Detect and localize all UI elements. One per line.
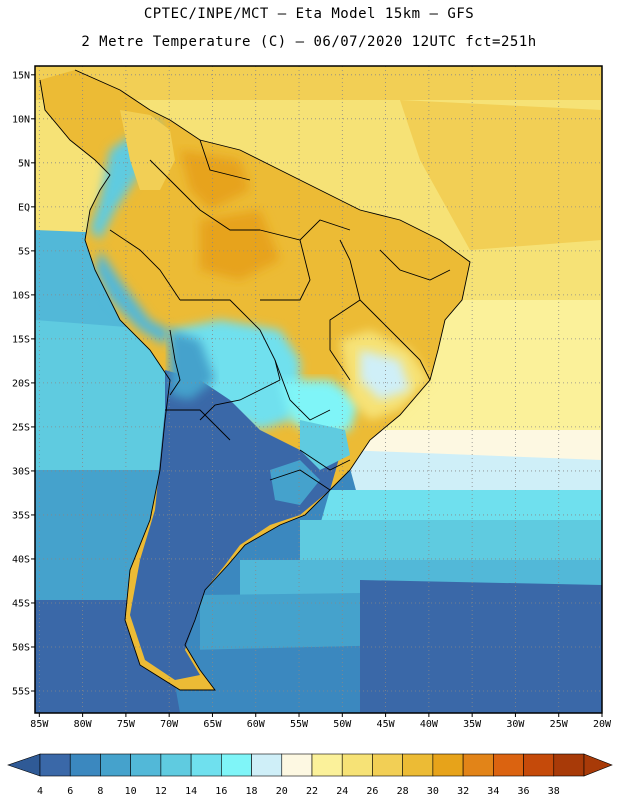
lon-label: 55W [290, 719, 309, 730]
lon-label: 75W [117, 719, 136, 730]
colorbar-tick-label: 28 [397, 786, 409, 797]
lon-label: 85W [30, 719, 49, 730]
lon-label: 35W [463, 719, 482, 730]
country-borders [39, 69, 471, 691]
lat-label: 10S [12, 290, 30, 301]
colorbar-tick-label: 24 [336, 786, 348, 797]
colorbar-tick-label: 14 [185, 786, 197, 797]
colorbar-tick-label: 34 [487, 786, 499, 797]
colorbar-tick-label: 36 [518, 786, 530, 797]
lat-label: 50S [12, 642, 30, 653]
colorbar-tick-label: 4 [37, 786, 43, 797]
lon-label: 20W [593, 719, 612, 730]
colorbar-swatch [553, 753, 585, 777]
lon-label: 50W [333, 719, 352, 730]
colorbar-tick-label: 18 [246, 786, 258, 797]
lat-lon-grid [35, 66, 603, 713]
colorbar-max-arrow [583, 753, 613, 777]
colorbar-swatch [251, 753, 283, 777]
lat-label: EQ [18, 202, 30, 213]
colorbar-tick-label: 26 [366, 786, 378, 797]
colorbar-swatch [130, 753, 162, 777]
longitude-labels: 85W 80W 75W 70W 65W 60W 55W 50W 45W 40W 35W 30W 25W 2… [30, 713, 612, 730]
lat-label: 15S [12, 334, 30, 345]
lat-label: 20S [12, 378, 30, 389]
colorbar-swatch [523, 753, 555, 777]
lon-label: 40W [420, 719, 439, 730]
colorbar-tick-label: 16 [215, 786, 227, 797]
colorbar-tick-label: 6 [67, 786, 73, 797]
lat-label: 55S [12, 686, 30, 697]
map-frame [34, 65, 603, 714]
colorbar-swatch [493, 753, 524, 777]
lon-label: 45W [377, 719, 396, 730]
lon-label: 65W [203, 719, 222, 730]
temperature-colorbar: 4 6 8 10 12 14 16 18 20 22 24 26 28 30 32 34 36 38 [7, 753, 613, 797]
colorbar-swatch [100, 753, 131, 777]
colorbar-tick-label: 38 [548, 786, 560, 797]
map-title: CPTEC/INPE/MCT – Eta Model 15km – GFS [143, 6, 475, 22]
colorbar-swatch [432, 753, 464, 777]
map-subtitle: 2 Metre Temperature (C) – 06/07/2020 12U… [81, 34, 537, 50]
lat-label: 30S [12, 466, 30, 477]
lat-label: 25S [12, 422, 30, 433]
colorbar-swatch [462, 753, 494, 777]
lat-label: 40S [12, 554, 30, 565]
colorbar-tick-label: 22 [306, 786, 318, 797]
colorbar-tick-label: 8 [97, 786, 103, 797]
lat-label: 5S [18, 246, 30, 257]
colorbar-swatch [160, 753, 192, 777]
latitude-labels: 15N 10N 5N EQ 5S 10S 15S 20S 25S 30S 35S 40S 45S 50S 5… [12, 70, 35, 697]
lat-label: 10N [12, 114, 30, 125]
colorbar-swatch [39, 753, 71, 777]
colorbar-tick-label: 20 [276, 786, 288, 797]
lon-label: 60W [247, 719, 266, 730]
lat-label: 45S [12, 598, 30, 609]
colorbar-tick-label: 32 [457, 786, 469, 797]
lat-label: 15N [12, 70, 30, 81]
colorbar-tick-label: 12 [155, 786, 167, 797]
lon-label: 25W [550, 719, 569, 730]
colorbar-swatch [69, 753, 101, 777]
colorbar-swatch [311, 753, 343, 777]
colorbar-swatch [402, 753, 434, 777]
lon-label: 80W [74, 719, 93, 730]
colorbar-swatch [372, 753, 403, 777]
lat-label: 5N [18, 158, 30, 169]
lon-label: 70W [160, 719, 179, 730]
temperature-field [35, 66, 602, 713]
colorbar-min-arrow [7, 753, 41, 777]
colorbar-tick-label: 30 [427, 786, 439, 797]
colorbar-tick-label: 10 [125, 786, 137, 797]
colorbar-swatch [281, 753, 313, 777]
colorbar-swatch [190, 753, 222, 777]
colorbar-swatch [341, 753, 373, 777]
lat-label: 35S [12, 510, 30, 521]
lon-label: 30W [506, 719, 525, 730]
colorbar-swatch [221, 753, 252, 777]
